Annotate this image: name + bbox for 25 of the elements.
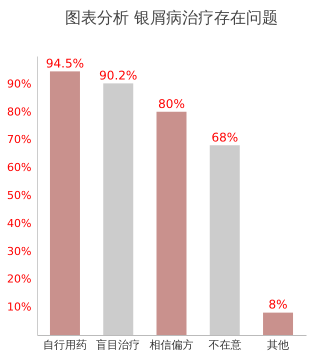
y-tick-label: 20% [7, 272, 32, 286]
bar [156, 112, 186, 335]
y-tick-label: 60% [7, 161, 32, 174]
y-tick-label: 70% [7, 133, 32, 146]
y-tick-label: 10% [7, 300, 32, 314]
x-tick-label: 自行用药 [42, 338, 87, 352]
data-label: 94.5% [46, 56, 84, 70]
data-label: 90.2% [99, 68, 138, 82]
y-tick-label: 90% [7, 77, 32, 90]
chart-title: 图表分析 银屑病治疗存在问题 [64, 8, 278, 27]
y-tick-label: 40% [7, 216, 32, 230]
bar [50, 71, 80, 335]
bar [263, 312, 294, 335]
x-tick-label: 其他 [267, 338, 290, 352]
data-label: 8% [268, 298, 288, 312]
x-tick-label: 不在意 [208, 338, 242, 352]
y-tick-label: 80% [7, 105, 32, 118]
bar [210, 145, 240, 335]
x-tick-label: 盲目治疗 [96, 338, 140, 352]
y-tick-label: 50% [7, 189, 32, 202]
data-label: 68% [211, 130, 238, 144]
y-tick-label: 30% [7, 244, 32, 258]
data-label: 80% [158, 96, 185, 111]
x-tick-label: 相信偏方 [150, 338, 194, 352]
bar [103, 83, 134, 335]
